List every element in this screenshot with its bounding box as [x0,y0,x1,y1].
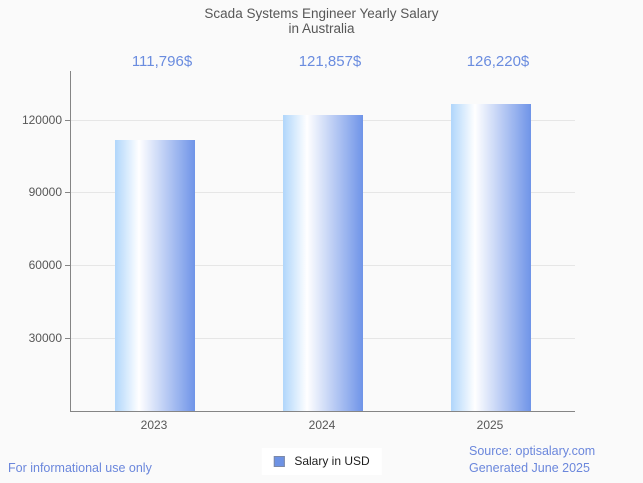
y-axis-tick-60000 [65,265,71,267]
y-axis-tick-120000 [65,119,71,121]
bar-value-label-2024: 121,857$ [298,53,362,70]
y-axis-label-60000: 60000 [28,258,62,273]
bar-2024 [283,115,363,411]
x-axis-label-2023: 2023 [140,418,168,432]
x-axis-label-2025: 2025 [476,418,504,432]
plot-area: 30000 60000 90000 120000 [22,71,575,412]
chart-title: Scada Systems Engineer Yearly Salary in … [0,6,643,36]
chart-title-line1: Scada Systems Engineer Yearly Salary [204,6,439,21]
legend: Salary in USD [261,448,382,475]
chart-title-line2: in Australia [288,21,355,36]
source-attribution: Source: optisalary.com Generated June 20… [469,443,595,476]
y-axis-tick-90000 [65,192,71,194]
bar-2023 [115,139,195,411]
generated-line: Generated June 2025 [469,460,590,475]
disclaimer-note: For informational use only [8,461,152,475]
legend-label: Salary in USD [294,454,370,468]
y-axis-label-90000: 90000 [28,185,62,200]
y-axis-label-30000: 30000 [28,331,62,346]
y-axis-label-120000: 120000 [21,112,62,127]
bar-value-label-2023: 111,796$ [131,53,193,70]
x-axis-label-2024: 2024 [308,418,336,432]
legend-swatch-icon [273,455,285,467]
legend-item-salary[interactable]: Salary in USD [273,454,370,468]
y-axis-tick-30000 [65,338,71,340]
bar-2025 [451,104,531,411]
source-line: Source: optisalary.com [469,444,596,458]
bar-value-label-2025: 126,220$ [466,53,530,70]
